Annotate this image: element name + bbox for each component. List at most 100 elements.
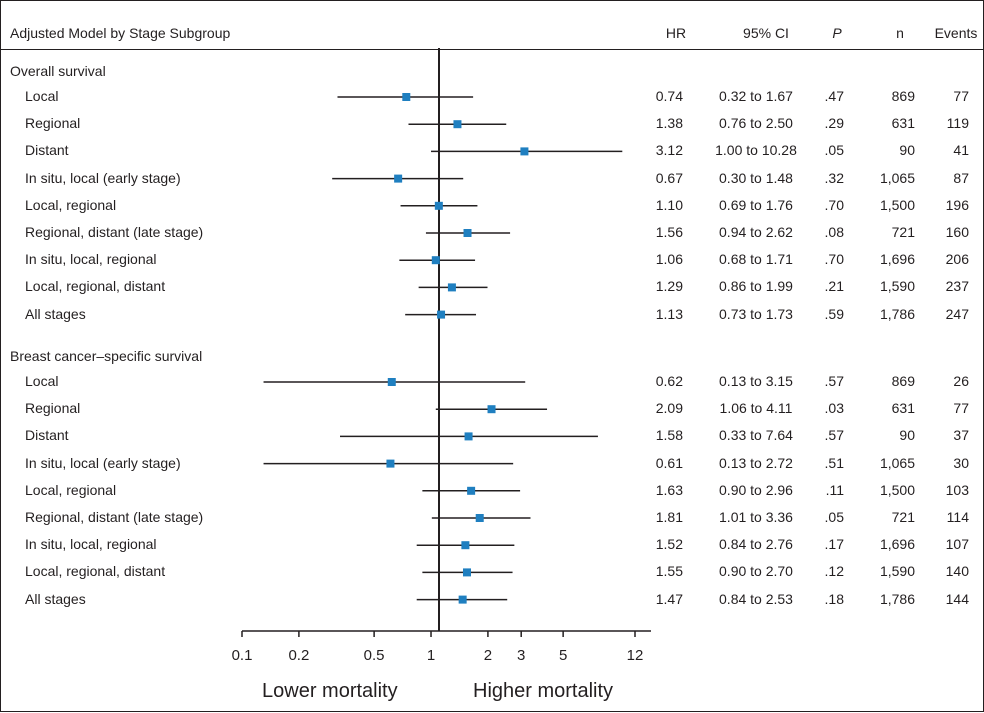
events-value: 114 xyxy=(946,509,969,525)
group-title: Breast cancer–specific survival xyxy=(10,348,203,364)
n-value: 1,500 xyxy=(879,196,915,213)
hr-marker xyxy=(431,256,440,265)
ci-value: 0.68 to 1.71 xyxy=(719,251,793,268)
x-tick-label: 2 xyxy=(484,647,492,664)
x-tick-label: 0.2 xyxy=(288,647,309,664)
p-value: .12 xyxy=(824,563,844,580)
hr-marker xyxy=(387,378,396,386)
hr-value: 0.61 xyxy=(655,454,683,471)
row-label: Local xyxy=(25,88,59,104)
group-title: Overall survival xyxy=(10,63,106,79)
column-header-p: P xyxy=(832,25,842,41)
ci-value: 0.84 to 2.76 xyxy=(719,536,793,553)
p-value: .70 xyxy=(824,251,844,268)
column-header-n: n xyxy=(896,25,904,41)
hr-value: 1.38 xyxy=(655,115,683,132)
p-value: .32 xyxy=(824,169,844,186)
column-header-hr: HR xyxy=(665,25,687,41)
hr-marker xyxy=(475,514,484,522)
ci-value: 0.84 to 2.53 xyxy=(719,590,793,607)
ci-value: 0.33 to 7.64 xyxy=(719,427,793,444)
x-tick-label: 0.5 xyxy=(364,647,385,664)
hr-value: 1.29 xyxy=(655,278,683,295)
hr-value: 0.67 xyxy=(655,169,683,186)
row-label: Local, regional, distant xyxy=(25,563,166,580)
hr-marker xyxy=(447,283,456,292)
row-label: In situ, local (early stage) xyxy=(25,454,181,471)
row-label: Regional xyxy=(25,400,81,417)
hr-value: 0.62 xyxy=(655,373,683,389)
events-value: 160 xyxy=(945,224,969,240)
n-value: 869 xyxy=(891,88,915,104)
n-value: 1,786 xyxy=(879,305,915,322)
hr-value: 1.13 xyxy=(655,305,683,322)
row-label: Regional, distant (late stage) xyxy=(25,224,204,240)
row-label: All stages xyxy=(25,590,86,607)
events-value: 140 xyxy=(945,563,969,580)
events-value: 41 xyxy=(953,142,969,159)
events-value: 119 xyxy=(946,115,969,132)
events-value: 247 xyxy=(945,305,969,322)
p-value: .05 xyxy=(824,509,844,525)
row-label: In situ, local, regional xyxy=(25,536,157,553)
n-value: 1,696 xyxy=(879,251,915,268)
p-value: .51 xyxy=(824,454,844,471)
events-value: 237 xyxy=(945,278,969,295)
hr-marker xyxy=(434,201,443,210)
ci-value: 0.90 to 2.70 xyxy=(719,563,793,580)
n-value: 1,065 xyxy=(879,169,915,186)
x-tick-label: 12 xyxy=(627,647,644,664)
n-value: 1,500 xyxy=(879,481,915,498)
row-label: All stages xyxy=(25,305,86,322)
lower-mortality-label: Lower mortality xyxy=(262,680,398,702)
column-header-ci: 95% CI xyxy=(743,25,789,41)
events-value: 77 xyxy=(953,88,969,104)
events-value: 37 xyxy=(953,427,969,444)
hr-marker xyxy=(461,541,470,550)
hr-value: 1.10 xyxy=(655,196,683,213)
table-header xyxy=(0,0,983,50)
p-value: .47 xyxy=(824,88,844,104)
ci-value: 0.69 to 1.76 xyxy=(719,196,793,213)
hr-value: 1.52 xyxy=(655,536,683,553)
n-value: 1,590 xyxy=(879,278,915,295)
ci-value: 0.76 to 2.50 xyxy=(719,115,793,132)
x-tick-label: 3 xyxy=(517,647,525,664)
ci-value: 0.13 to 3.15 xyxy=(719,373,793,389)
ci-value: 0.32 to 1.67 xyxy=(719,88,793,104)
events-value: 77 xyxy=(953,400,969,417)
p-value: .29 xyxy=(824,115,844,132)
p-value: .57 xyxy=(824,373,844,389)
p-value: .05 xyxy=(824,142,844,159)
row-label: In situ, local (early stage) xyxy=(25,169,181,186)
events-value: 107 xyxy=(945,536,969,553)
p-value: .70 xyxy=(824,196,844,213)
hr-value: 1.06 xyxy=(655,251,683,268)
figure-title: Adjusted Model by Stage Subgroup xyxy=(10,25,231,41)
ci-value: 0.90 to 2.96 xyxy=(719,481,793,498)
hr-value: 3.12 xyxy=(655,142,683,159)
higher-mortality-label: Higher mortality xyxy=(473,680,614,702)
hr-value: 1.81 xyxy=(655,509,683,525)
n-value: 1,696 xyxy=(879,536,915,553)
p-value: .08 xyxy=(824,224,844,240)
events-value: 87 xyxy=(953,169,969,186)
n-value: 721 xyxy=(891,224,915,240)
hr-value: 1.55 xyxy=(655,563,683,580)
p-value: .59 xyxy=(824,305,844,322)
x-tick-label: 0.1 xyxy=(232,647,253,664)
ci-value: 0.30 to 1.48 xyxy=(719,169,793,186)
hr-value: 2.09 xyxy=(655,400,683,417)
hr-value: 1.56 xyxy=(655,224,683,240)
ci-value: 1.06 to 4.11 xyxy=(719,400,793,417)
ci-value: 1.00 to 10.28 xyxy=(715,142,797,159)
hr-marker xyxy=(402,93,411,101)
n-value: 90 xyxy=(899,427,915,444)
hr-marker xyxy=(437,310,446,319)
hr-value: 1.63 xyxy=(655,481,683,498)
hr-marker xyxy=(453,120,462,129)
p-value: .17 xyxy=(824,536,844,553)
events-value: 196 xyxy=(945,196,969,213)
row-label: Distant xyxy=(25,142,69,159)
